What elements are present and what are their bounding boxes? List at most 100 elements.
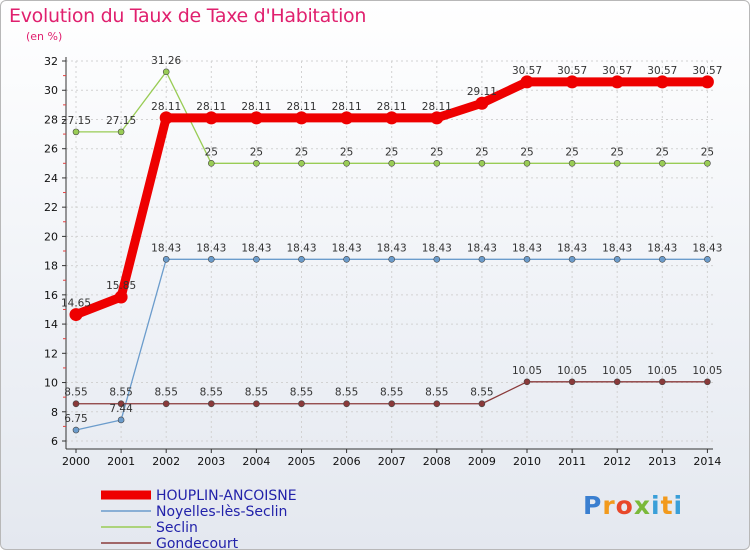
data-label: 27.15	[61, 115, 91, 127]
logo-letter: t	[660, 491, 674, 520]
data-label: 14.65	[61, 298, 91, 310]
data-label: 8.55	[290, 387, 313, 399]
data-point	[388, 160, 396, 167]
data-point	[658, 160, 666, 167]
data-point	[249, 111, 263, 125]
data-point	[523, 256, 531, 263]
x-tick-label: 2002	[152, 455, 180, 468]
data-label: 8.55	[155, 387, 178, 399]
data-label: 25	[205, 146, 218, 158]
data-label: 18.43	[332, 242, 362, 254]
x-tick-label: 2010	[513, 455, 541, 468]
data-label: 28.11	[422, 101, 452, 113]
data-label: 8.55	[425, 387, 448, 399]
data-point	[208, 400, 215, 408]
data-point	[613, 378, 621, 386]
x-tick-label: 2000	[62, 455, 90, 468]
data-label: 18.43	[151, 242, 181, 254]
logo-letter: i	[651, 491, 661, 520]
data-point	[610, 75, 624, 89]
data-label: 25	[340, 146, 353, 158]
x-tick-label: 2004	[242, 455, 270, 468]
data-point	[343, 256, 350, 263]
data-point	[568, 378, 576, 386]
y-tick-label: 26	[44, 143, 58, 156]
data-label: 8.55	[380, 387, 403, 399]
data-point	[343, 400, 350, 408]
data-label: 25	[385, 146, 398, 158]
logo-letter: i	[673, 491, 684, 520]
data-point	[613, 256, 621, 263]
unit-label: (en %)	[26, 30, 63, 43]
data-label: 25	[701, 146, 714, 158]
y-tick-label: 8	[51, 406, 58, 419]
data-point	[340, 111, 354, 125]
data-label: 10.05	[512, 365, 542, 377]
y-tick-label: 12	[44, 347, 58, 360]
y-tick-label: 10	[44, 377, 58, 390]
data-point	[568, 256, 576, 263]
data-label: 28.11	[332, 101, 362, 113]
x-tick-label: 2012	[603, 455, 631, 468]
x-tick-label: 2013	[648, 455, 676, 468]
data-point	[658, 256, 666, 263]
data-point	[388, 256, 396, 263]
data-label: 25	[565, 146, 578, 158]
data-point	[117, 400, 125, 408]
data-point	[208, 256, 215, 263]
data-point	[117, 128, 125, 136]
x-tick-label: 2005	[288, 455, 316, 468]
data-label: 25	[475, 146, 488, 158]
data-point	[700, 75, 714, 89]
data-label: 10.05	[557, 365, 587, 377]
data-label: 25	[520, 146, 533, 158]
x-tick-label: 2011	[558, 455, 586, 468]
y-tick-label: 28	[44, 113, 58, 126]
data-point	[204, 111, 218, 125]
data-label: 29.11	[467, 86, 497, 98]
data-label: 18.43	[692, 242, 722, 254]
data-point	[704, 256, 711, 263]
data-point	[520, 75, 534, 89]
data-point	[658, 378, 666, 386]
logo-letter: o	[615, 491, 634, 520]
data-label: 10.05	[602, 365, 632, 377]
data-point	[343, 160, 350, 167]
x-tick-label: 2009	[468, 455, 496, 468]
data-label: 6.75	[64, 413, 87, 425]
y-tick-label: 14	[44, 318, 58, 331]
data-point	[117, 416, 125, 424]
data-point	[72, 128, 80, 136]
data-label: 18.43	[241, 242, 271, 254]
data-point	[704, 378, 711, 386]
data-label: 8.55	[245, 387, 268, 399]
data-point	[388, 400, 396, 408]
x-tick-label: 2003	[197, 455, 225, 468]
x-tick-label: 2001	[107, 455, 135, 468]
data-label: 30.57	[557, 65, 587, 77]
data-label: 18.43	[557, 242, 587, 254]
data-label: 18.43	[286, 242, 316, 254]
data-label: 28.11	[196, 101, 226, 113]
data-label: 18.43	[512, 242, 542, 254]
data-label: 30.57	[602, 65, 632, 77]
data-label: 18.43	[467, 242, 497, 254]
x-tick-label: 2006	[333, 455, 361, 468]
data-point	[475, 96, 489, 110]
data-label: 27.15	[106, 115, 136, 127]
data-label: 18.43	[647, 242, 677, 254]
data-point	[159, 111, 173, 125]
data-label: 10.05	[692, 365, 722, 377]
chart-title: Evolution du Taux de Taxe d'Habitation	[9, 5, 367, 27]
data-point	[208, 160, 215, 167]
data-label: 31.26	[151, 55, 181, 67]
data-point	[565, 75, 579, 89]
data-label: 30.57	[647, 65, 677, 77]
data-point	[430, 111, 444, 125]
data-point	[433, 160, 441, 167]
y-tick-label: 6	[51, 435, 58, 448]
y-tick-label: 32	[44, 55, 58, 68]
data-label: 25	[656, 146, 669, 158]
